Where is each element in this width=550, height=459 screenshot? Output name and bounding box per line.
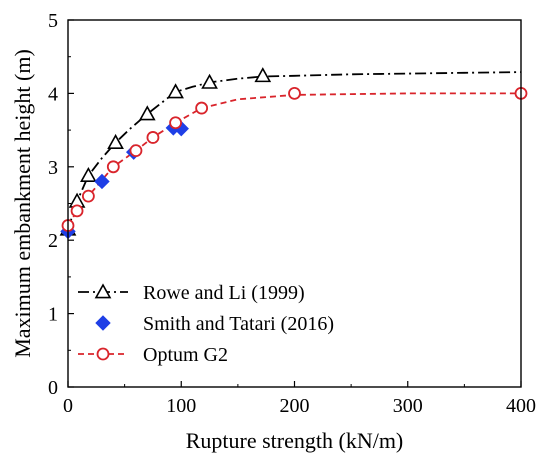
series-1-point-3 [80,166,97,183]
series-1-point-4 [107,133,124,149]
series-1-point-6 [167,83,184,99]
legend-label-2: Smith and Tatari (2016) [143,313,334,335]
legend-marker-3 [96,347,110,361]
series-1-point-8 [254,67,272,83]
y-tick-label-6: 5 [48,10,58,32]
series-line-3 [68,92,521,226]
y-tick-label-3: 2 [48,230,58,252]
legend-label-3: Optum G2 [143,344,228,366]
series-1-point-7 [201,73,218,89]
x-tick-label-1: 0 [63,395,73,417]
series-1-point-5 [138,105,156,121]
plot-area [59,67,528,240]
x-axis-title: Rupture strength (kN/m) [186,428,404,453]
series-3-point-4 [106,160,120,174]
x-tick-label-3: 200 [280,395,310,417]
x-tick-label-5: 400 [506,395,536,417]
series-line-1 [68,71,521,230]
x-tick-label-4: 300 [393,395,423,417]
series-3-point-3 [81,189,95,203]
y-tick-label-5: 4 [48,83,58,105]
series-3-point-6 [146,131,160,144]
x-tick-label-2: 100 [166,395,196,417]
series-3-point-5 [129,144,143,158]
y-tick-label-4: 3 [48,157,58,179]
legend: Rowe and Li (1999) Smith and Tatari (2016… [78,282,334,366]
series-2-point-2 [94,173,110,190]
y-axis-title: Maximum embankment height (m) [10,49,35,358]
series-3-point-7 [169,116,182,130]
y-tick-label-2: 1 [48,304,58,326]
y-tick-label-1: 0 [48,377,58,399]
axes: 0 100 200 300 400 0 1 2 3 4 5 [48,10,536,417]
series-3-point-2 [70,204,84,218]
legend-label-1: Rowe and Li (1999) [143,282,305,304]
series-3-point-9 [288,87,301,100]
series-3-point-8 [195,101,209,115]
legend-marker-2 [95,315,111,331]
legend-marker-1 [94,283,112,299]
